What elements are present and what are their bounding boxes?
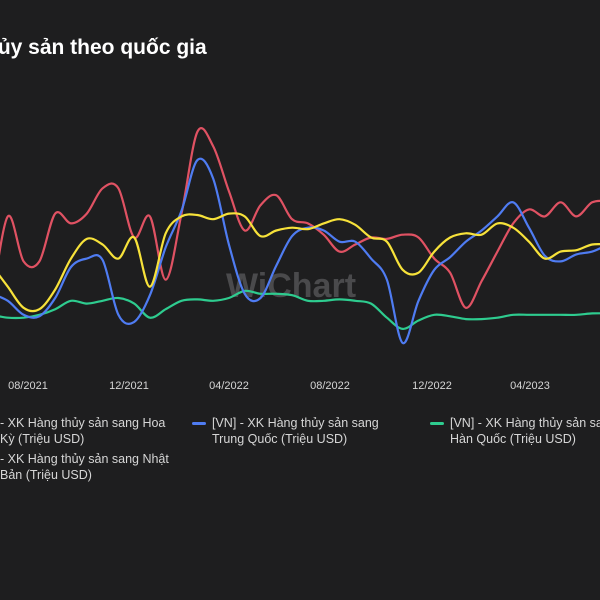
series-lines xyxy=(0,127,600,345)
series-line-2[interactable] xyxy=(0,212,600,313)
x-tick-label: 08/2022 xyxy=(310,380,350,392)
legend-label: [VN] - XK Hàng thủy sản sang Hàn Quốc (T… xyxy=(450,416,600,446)
series-line-0[interactable] xyxy=(0,127,600,309)
legend-label: - XK Hàng thủy sản sang Hoa Kỳ (Triệu US… xyxy=(0,416,166,446)
legend-label: [VN] - XK Hàng thủy sản sang Trung Quốc … xyxy=(212,416,379,446)
legend-swatch xyxy=(430,422,444,425)
legend-item-trung-quoc[interactable]: [VN] - XK Hàng thủy sản sang Trung Quốc … xyxy=(192,415,387,447)
series-line-1[interactable] xyxy=(0,157,600,345)
x-axis-ticks: 08/2021 12/2021 04/2022 08/2022 12/2022 04/20… xyxy=(8,380,550,392)
legend-item-nhat-ban[interactable]: - XK Hàng thủy sản sang Nhật Bản (Triệu … xyxy=(0,451,175,483)
x-tick-label: 08/2021 xyxy=(8,380,48,392)
legend-item-hoa-ky[interactable]: - XK Hàng thủy sản sang Hoa Kỳ (Triệu US… xyxy=(0,415,175,447)
legend-item-han-quoc[interactable]: [VN] - XK Hàng thủy sản sang Hàn Quốc (T… xyxy=(430,415,600,447)
legend-label: - XK Hàng thủy sản sang Nhật Bản (Triệu … xyxy=(0,452,169,482)
legend-swatch xyxy=(192,422,206,425)
chart-title: thủy sản theo quốc gia xyxy=(0,36,207,59)
x-tick-label: 12/2022 xyxy=(412,380,452,392)
x-tick-label: 12/2021 xyxy=(109,380,149,392)
series-line-3[interactable] xyxy=(0,289,600,330)
x-tick-label: 04/2022 xyxy=(209,380,249,392)
x-tick-label: 04/2023 xyxy=(510,380,550,392)
